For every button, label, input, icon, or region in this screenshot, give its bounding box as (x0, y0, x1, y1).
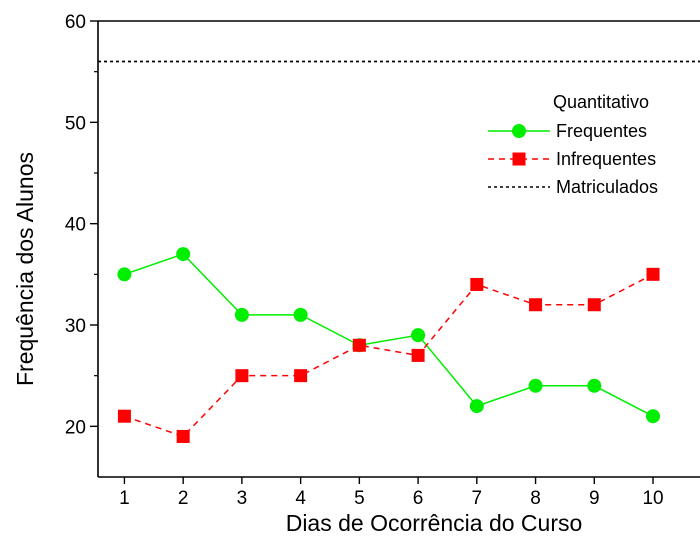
legend-items: Frequentes Infrequentes Matriculados (488, 121, 658, 197)
series-layer (98, 60, 700, 443)
legend-title: Quantitativo (553, 92, 649, 112)
point-infrequentes (294, 369, 308, 383)
x-tick-label: 7 (472, 488, 483, 509)
legend-item-matriculados: Matriculados (488, 177, 658, 197)
x-tick-label: 4 (295, 488, 306, 509)
legend-item-frequentes: Frequentes (488, 121, 647, 141)
legend-label-frequentes: Frequentes (556, 121, 647, 141)
y-tick-label: 20 (65, 417, 86, 438)
legend-marker-infrequentes (512, 152, 526, 166)
point-infrequentes (529, 298, 543, 312)
point-infrequentes (411, 348, 425, 362)
y-tick-label: 30 (65, 316, 86, 337)
y-tick-label: 60 (65, 12, 86, 33)
point-infrequentes (352, 338, 366, 352)
series-line-infrequentes (124, 273, 654, 438)
point-frequentes (646, 409, 661, 424)
x-tick-label: 5 (354, 488, 365, 509)
x-tick-label: 3 (237, 488, 248, 509)
point-infrequentes (646, 267, 660, 281)
point-infrequentes (117, 409, 131, 423)
point-infrequentes (235, 369, 249, 383)
x-tick-label: 9 (589, 488, 600, 509)
point-frequentes (176, 247, 191, 262)
x-tick-label: 1 (119, 488, 130, 509)
legend-label-infrequentes: Infrequentes (556, 149, 656, 169)
point-infrequentes (587, 298, 601, 312)
x-tick-label: 2 (178, 488, 189, 509)
y-axis-title: Frequência dos Alunos (12, 152, 38, 386)
point-frequentes (587, 378, 602, 393)
axes: 20 30 40 50 60 1 2 3 4 5 6 7 8 9 10 (65, 12, 700, 509)
point-frequentes (234, 307, 249, 322)
x-tick-label: 10 (642, 488, 663, 509)
x-tick-label: 6 (413, 488, 424, 509)
y-tick-label: 40 (65, 215, 86, 236)
point-frequentes (528, 378, 543, 393)
legend-marker-frequentes (512, 124, 526, 138)
point-frequentes (411, 328, 426, 343)
y-tick-label: 50 (65, 113, 86, 134)
point-frequentes (469, 399, 484, 414)
legend-label-matriculados: Matriculados (556, 177, 658, 197)
point-frequentes (117, 267, 132, 282)
legend: Quantitativo Frequentes Infrequentes Matri… (488, 92, 658, 197)
point-infrequentes (470, 277, 484, 291)
point-infrequentes (176, 429, 190, 443)
x-tick-label: 8 (530, 488, 541, 509)
x-axis-title: Dias de Ocorrência do Curso (286, 510, 583, 536)
point-frequentes (293, 307, 308, 322)
legend-item-infrequentes: Infrequentes (488, 149, 656, 169)
series-line-frequentes (124, 253, 654, 417)
